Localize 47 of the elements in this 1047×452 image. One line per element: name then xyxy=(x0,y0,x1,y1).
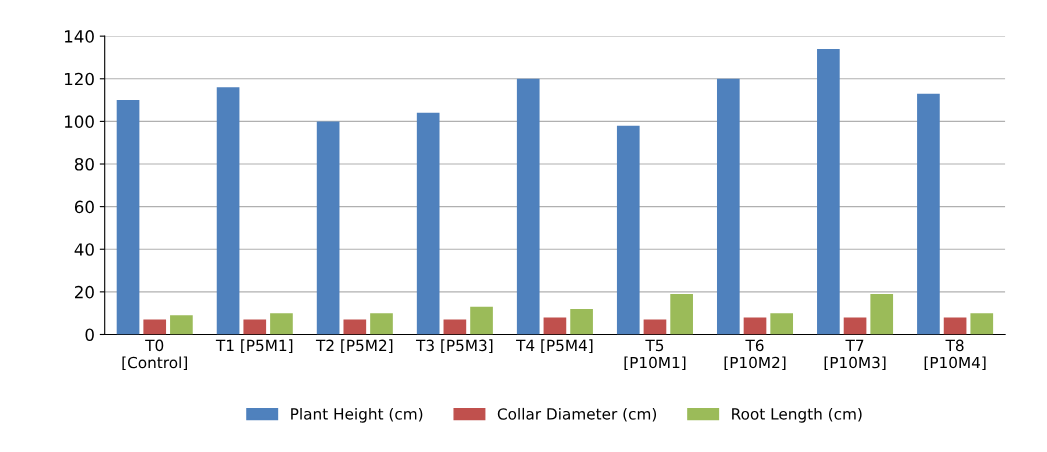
x-tick-label: T3 [P5M3] xyxy=(415,339,493,353)
bar xyxy=(643,319,667,335)
x-tick-label: T7 [P10M3] xyxy=(824,339,886,371)
y-tick-label: 20 xyxy=(74,285,94,299)
bar xyxy=(370,313,393,335)
y-tick-label: 100 xyxy=(65,115,94,128)
x-tick-label: T1 [P5M1] xyxy=(215,339,293,353)
bar xyxy=(243,319,267,335)
y-tick-label: 60 xyxy=(74,200,94,214)
bar xyxy=(943,317,967,335)
bar xyxy=(116,100,140,335)
x-tick-label: T8 [P10M4] xyxy=(924,339,986,371)
bar xyxy=(143,319,167,335)
bar xyxy=(170,315,193,335)
bar xyxy=(817,48,840,335)
bar xyxy=(917,93,940,335)
y-tick-label: 80 xyxy=(74,157,94,171)
y-tick-label: 120 xyxy=(65,72,94,86)
legend-label: Collar Diameter (cm) xyxy=(497,407,657,422)
x-tick-label: T4 [P5M4] xyxy=(516,339,593,353)
bar xyxy=(616,125,640,335)
y-tick-label: 140 xyxy=(65,30,94,43)
bar xyxy=(970,313,994,335)
bar xyxy=(416,112,440,335)
bar xyxy=(270,313,293,335)
bar xyxy=(743,317,767,335)
legend-label: Root Length (cm) xyxy=(732,407,862,423)
bar xyxy=(543,317,567,335)
bar xyxy=(470,306,493,335)
bar xyxy=(670,293,693,335)
bar xyxy=(843,317,867,335)
y-tick-label: 40 xyxy=(74,243,94,256)
bar xyxy=(570,308,593,335)
bar xyxy=(316,121,340,335)
y-tick-label: 0 xyxy=(85,328,94,342)
bar xyxy=(343,319,367,335)
bar xyxy=(716,78,740,335)
legend-label: Plant Height (cm) xyxy=(291,407,423,423)
bar xyxy=(443,319,467,335)
bar xyxy=(216,87,240,335)
bar xyxy=(870,293,894,335)
x-tick-label: T2 [P5M2] xyxy=(315,339,393,353)
bar xyxy=(516,78,540,335)
x-tick-label: T5 [P10M1] xyxy=(624,339,686,371)
x-tick-label: T6 [P10M2] xyxy=(724,339,786,371)
x-tick-label: T0 [Control] xyxy=(122,339,187,371)
bar xyxy=(770,313,794,335)
